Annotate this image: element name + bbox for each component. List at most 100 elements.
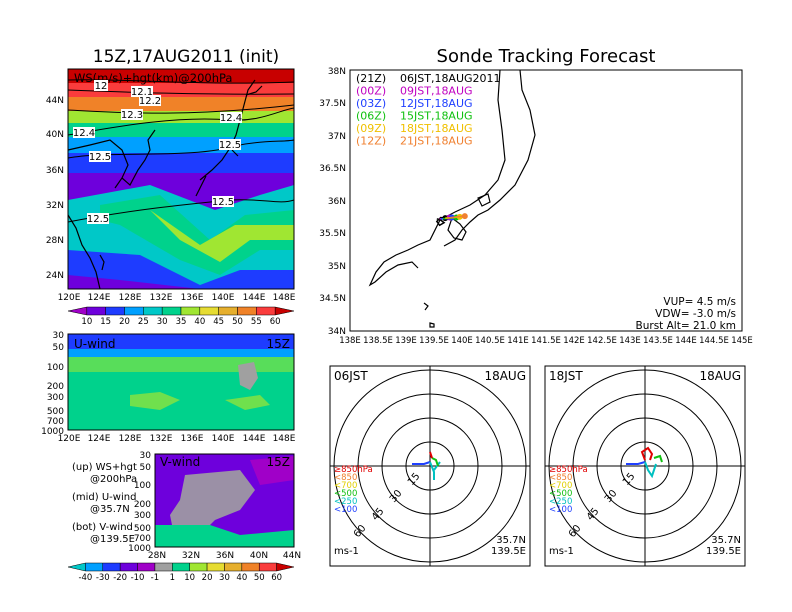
honshu-coastline [368, 69, 536, 287]
colorbar-label: 20 [119, 317, 130, 327]
lon-tick-label: 140.5E [475, 336, 505, 346]
korea-china-coastline [67, 129, 156, 189]
japan-coastline [195, 79, 263, 197]
hodograph-trace-red [640, 446, 654, 461]
lat-tick-label: 32N [46, 201, 64, 211]
colorbar-label: 30 [219, 573, 230, 583]
ws-map-panel: WS(m/s)+hgt(km)@200hPa 12 12.1 12.2 12.3… [46, 68, 296, 303]
hodograph-ring [333, 369, 527, 563]
colorbar-label: 40 [236, 573, 247, 583]
lake-outline [477, 193, 491, 207]
v-wind-p-axis: 30 50 100 200 300 500 700 1000 [128, 451, 151, 554]
hodograph-ring [381, 417, 479, 515]
colorbar-swatch [256, 306, 276, 316]
lon-tick-label: 144E [675, 336, 697, 346]
v-wind-green-patch [155, 525, 294, 547]
hodograph-pressure-legend: ≥850hPa<850<700<500<250<100 [549, 465, 588, 515]
track-points [435, 213, 468, 227]
vup-text: VUP= 4.5 m/s [663, 296, 736, 308]
u-wind-p-axis: 30 50 100 200 300 500 700 1000 [41, 331, 64, 437]
track-lon-axis: 138E 138.5E 139E 139.5E 140E 140.5E 141E 141.5E… [339, 336, 753, 346]
track-map-frame [349, 69, 743, 332]
track-legend-jst: 21JST,18AUG [400, 135, 473, 148]
colorbar-label: 60 [270, 317, 281, 327]
colorbar-swatch [137, 562, 156, 572]
lat-tick-label: 37.5N [319, 99, 346, 109]
height-contour-1 [67, 79, 295, 84]
lon-tick-label: 124E [88, 434, 111, 444]
contour-label: 12 [95, 81, 108, 92]
colorbar-label: 55 [251, 317, 262, 327]
contour-label: 12.1 [131, 87, 153, 98]
u-wind-label: U-wind [74, 337, 115, 351]
lon-tick-label: 136E [181, 293, 204, 303]
v-wind-panel: V-wind 15Z 30 50 100 200 300 500 700 100… [128, 451, 301, 561]
lat-tick-label: 35N [328, 262, 346, 272]
lon-tick-label: 144.5E [699, 336, 729, 346]
contour-label: 12.3 [121, 110, 143, 121]
colorbar-swatch [189, 562, 208, 572]
lat-tick-label: 35.5N [319, 229, 346, 239]
panel-legend: (up) WS+hgt @200hPa (mid) U-wind @35.7N … [72, 462, 137, 545]
p-tick-label: 30 [140, 451, 152, 461]
lat-tick-label: 24N [46, 271, 64, 281]
hodograph-trace-green [653, 454, 663, 463]
height-contour-2 [67, 89, 295, 95]
hodograph-ring [357, 393, 503, 539]
contour-label: 12.2 [139, 96, 161, 107]
lat-tick-label: 44N [46, 96, 64, 106]
lon-tick-label: 145E [731, 336, 753, 346]
track-legend-utc: (21Z) [356, 72, 386, 85]
pressure-legend-item: <700 [334, 481, 357, 491]
contour-label-box [87, 213, 109, 224]
hodograph-trace-green [431, 457, 439, 467]
lat-tick-label: 28N [46, 236, 64, 246]
track-legend-jst: 09JST,18AUG [400, 85, 473, 98]
lat-tick-label: 34.5N [319, 294, 346, 304]
contour-label-box [220, 112, 242, 123]
colorbar-label: 40 [194, 317, 205, 327]
pressure-legend-item: <250 [334, 497, 357, 507]
v-wind-label: V-wind [160, 455, 200, 469]
lon-tick-label: 132E [150, 434, 173, 444]
colorbar-swatch [119, 562, 138, 572]
contour-label-box [219, 139, 241, 150]
p-tick-label: 500 [134, 524, 151, 534]
hodograph-date: 18AUG [484, 369, 526, 383]
colorbar-swatch [199, 306, 219, 316]
uv-colorbar: -40 -30 -20 -10 -1 1 10 20 30 40 50 60 [67, 562, 295, 583]
legend-mid-line2: @35.7N [90, 504, 130, 515]
pressure-legend-item: <500 [549, 489, 572, 499]
pressure-legend-item: ≥850hPa [549, 465, 588, 475]
hodograph-ring [572, 393, 718, 539]
ws-band-1 [68, 69, 294, 83]
track-legend-utc: (09Z) [356, 122, 386, 135]
p-tick-label: 300 [47, 393, 64, 403]
lon-tick-label: 141E [507, 336, 529, 346]
lon-tick-label: 120E [58, 293, 81, 303]
lon-tick-label: 142.5E [587, 336, 617, 346]
colorbar-swatch [67, 306, 88, 316]
colorbar-label: 30 [157, 317, 168, 327]
lon-tick-label: 138.5E [363, 336, 393, 346]
p-tick-label: 50 [140, 463, 152, 473]
u-wind-upper-band-2 [68, 349, 294, 357]
colorbar-label: 60 [271, 573, 282, 583]
hodograph-ring [405, 441, 455, 491]
track-params: VUP= 4.5 m/s VDW= -3.0 m/s Burst Alt= 21… [636, 296, 736, 332]
colorbar-label: 25 [138, 317, 149, 327]
colorbar-label: 35 [176, 317, 187, 327]
lon-tick-label: 143E [619, 336, 641, 346]
colorbar-swatch [67, 562, 86, 572]
colorbar-label: 20 [202, 573, 213, 583]
contour-label: 12.5 [89, 152, 111, 163]
ws-map-lat-axis: 44N 40N 36N 32N 28N 24N [46, 96, 64, 281]
right-title: Sonde Tracking Forecast [437, 46, 656, 67]
lat-tick-label: 36N [328, 197, 346, 207]
colorbar-swatch [105, 306, 125, 316]
colorbar-label: 10 [184, 573, 195, 583]
colorbar-swatch [206, 562, 225, 572]
lat-tick-label: 44N [283, 551, 301, 561]
hodograph-pressure-legend: ≥850hPa<850<700<500<250<100 [334, 465, 373, 515]
